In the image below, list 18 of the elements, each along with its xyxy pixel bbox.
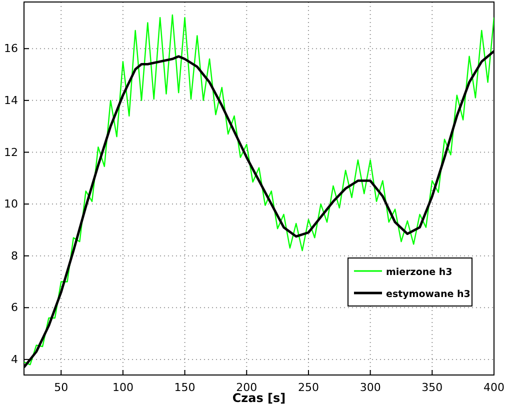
x-tick-label: 300 — [360, 380, 381, 394]
x-tick-label: 350 — [422, 380, 443, 394]
x-tick-label: 250 — [298, 380, 319, 394]
x-tick-label: 200 — [236, 380, 258, 394]
y-tick-label: 6 — [11, 301, 18, 314]
legend-label: mierzone h3 — [386, 267, 452, 278]
x-tick-label: 50 — [54, 380, 68, 394]
x-tick-label: 150 — [174, 380, 196, 394]
legend-label: estymowane h3 — [386, 289, 470, 300]
y-tick-label: 8 — [11, 249, 18, 262]
x-tick-label: 100 — [112, 380, 134, 394]
x-tick-label: 400 — [484, 380, 504, 394]
y-tick-label: 16 — [4, 42, 18, 56]
y-tick-label: 10 — [4, 198, 18, 211]
y-tick-label: 4 — [11, 352, 18, 366]
y-tick-label: 12 — [4, 146, 18, 159]
y-tick-label: 14 — [4, 94, 18, 107]
x-axis-title: Czas [s] — [232, 391, 286, 405]
